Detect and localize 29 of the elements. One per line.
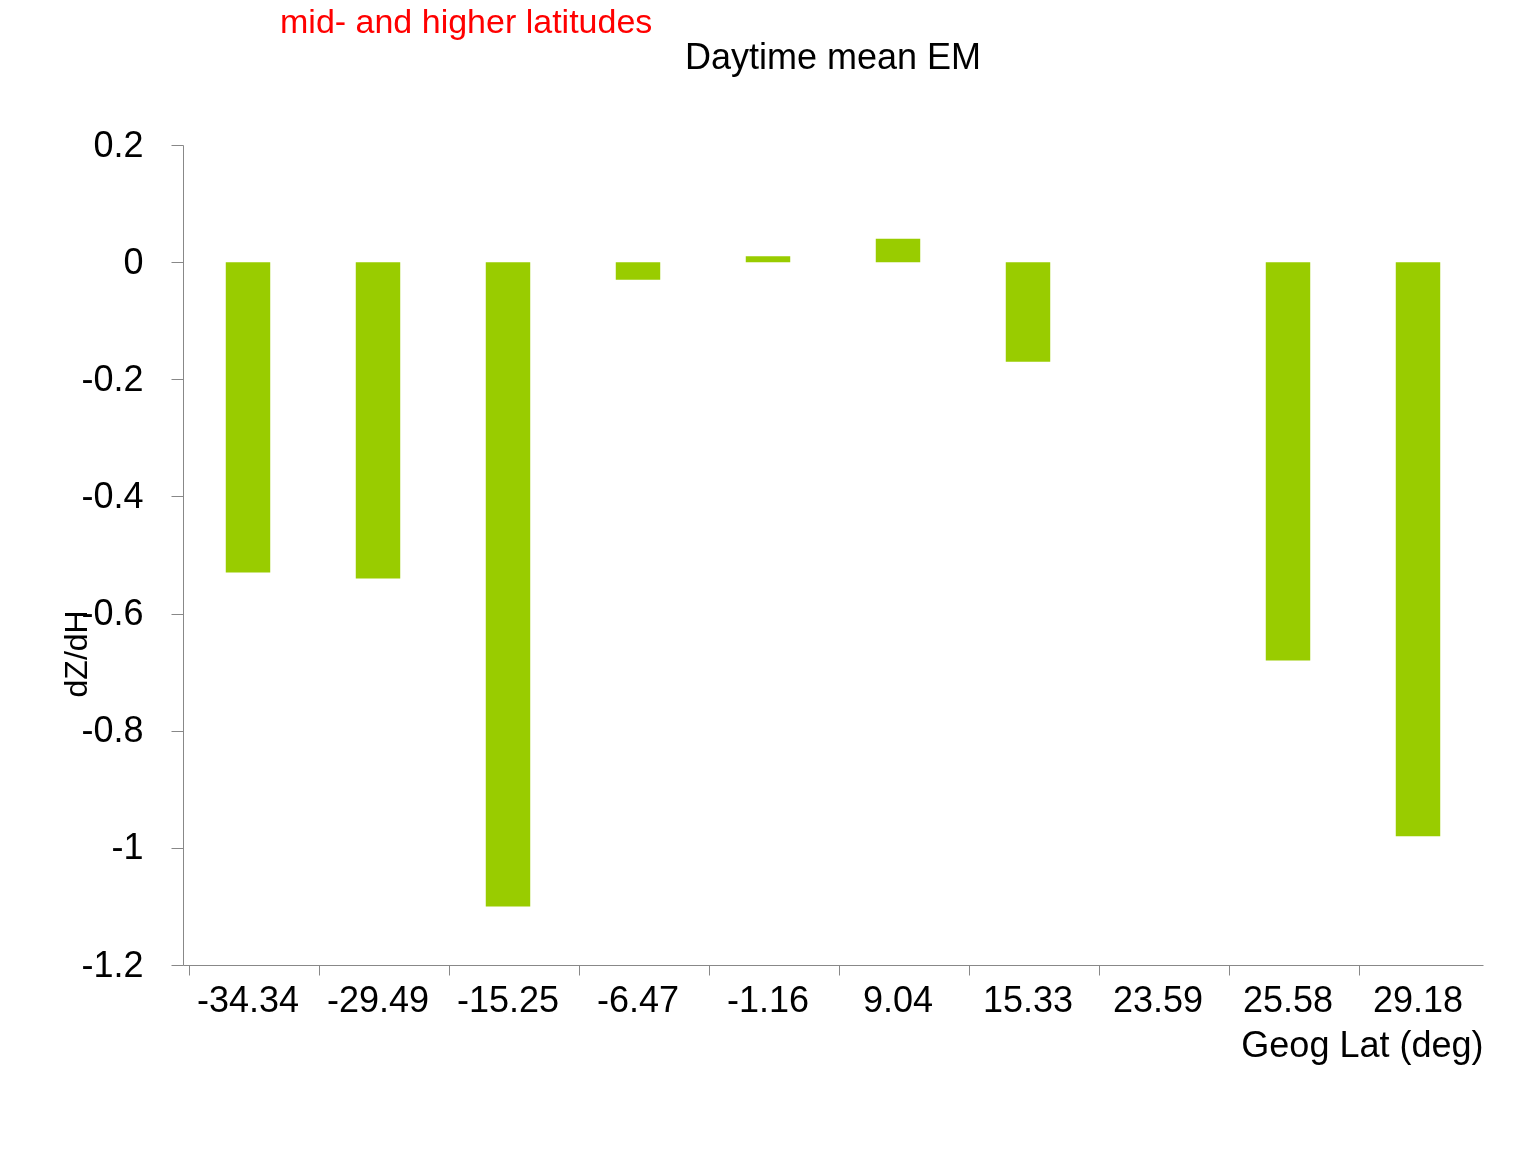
y-tick-label: 0.2 <box>93 123 144 165</box>
x-tick-label: -34.34 <box>196 978 300 1020</box>
y-tick-label: 0 <box>123 240 144 282</box>
x-tick-label: -6.47 <box>596 978 680 1020</box>
x-tick-label: -15.25 <box>456 978 560 1020</box>
bar <box>1395 262 1441 837</box>
x-tick-label: 9.04 <box>862 978 934 1020</box>
bar <box>745 256 791 263</box>
bar <box>225 262 271 573</box>
bar <box>1005 262 1051 362</box>
bar <box>485 262 531 907</box>
chart-title: Daytime mean EM <box>684 36 982 77</box>
x-tick-label: 29.18 <box>1372 978 1464 1020</box>
y-tick-label: -0.2 <box>81 357 144 399</box>
x-axis-title: Geog Lat (deg) <box>1241 1023 1484 1065</box>
x-tick-label: -1.16 <box>726 978 810 1020</box>
bar <box>355 262 401 579</box>
text: mid- and higher latitudes <box>280 2 653 41</box>
x-tick-label: -29.49 <box>326 978 430 1020</box>
bar <box>875 238 921 263</box>
bar <box>1265 262 1311 661</box>
x-tick-label: 23.59 <box>1112 978 1204 1020</box>
y-tick-label: -1.2 <box>81 943 144 985</box>
y-tick-label: -1 <box>111 826 144 868</box>
x-tick-label: 15.33 <box>982 978 1074 1020</box>
x-tick-label: 25.58 <box>1242 978 1334 1020</box>
y-tick-label: -0.4 <box>81 474 144 516</box>
y-tick-label: -0.8 <box>81 709 144 751</box>
bar <box>615 262 661 280</box>
